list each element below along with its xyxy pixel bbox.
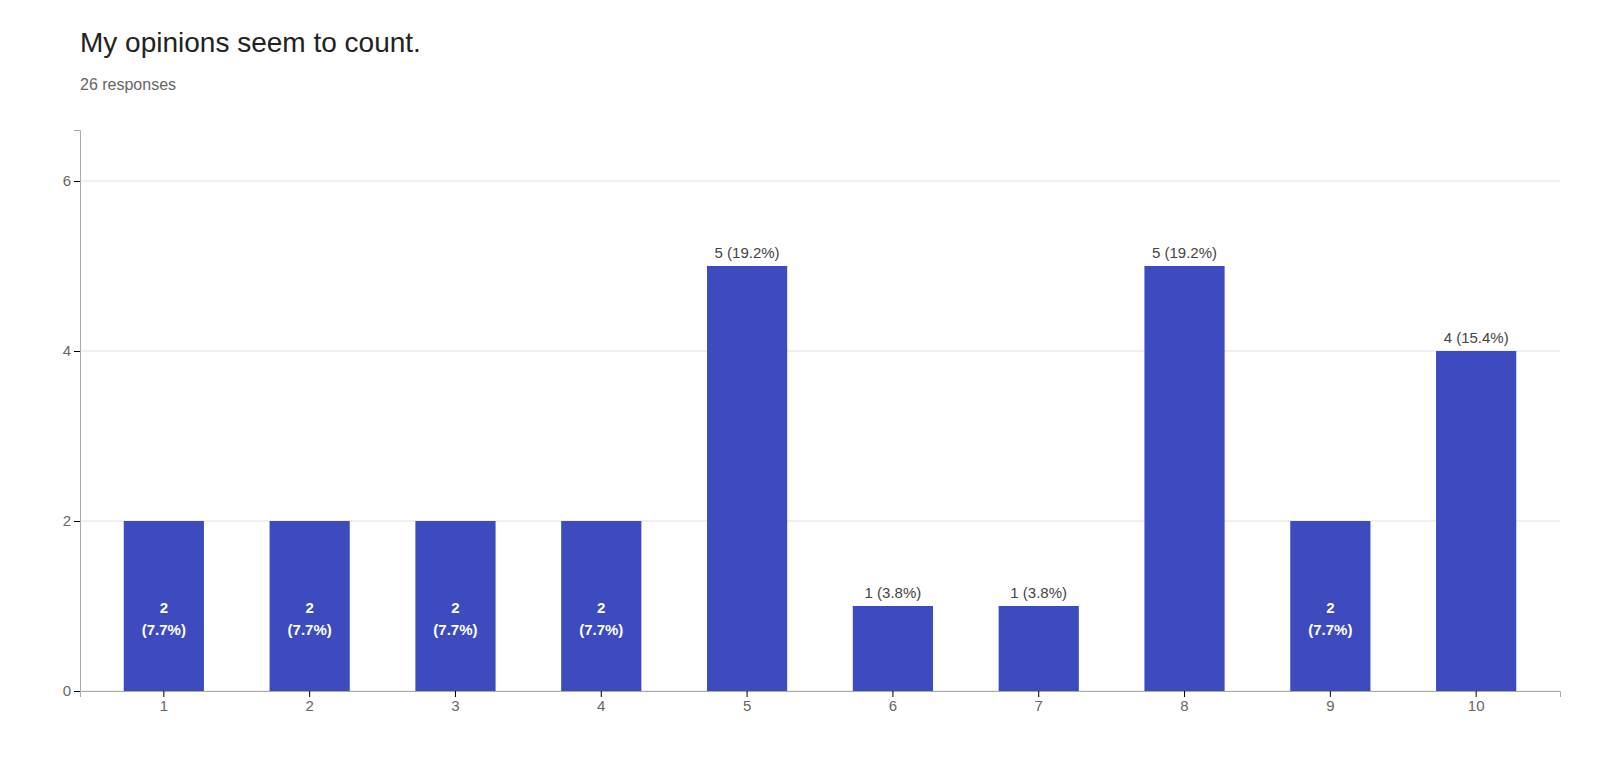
bar xyxy=(124,521,204,691)
y-tick: 4 xyxy=(63,342,80,359)
data-label: 2 (7.7%) xyxy=(1308,599,1352,638)
data-label-line: (7.7%) xyxy=(142,621,186,638)
y-tick-mark xyxy=(74,521,80,522)
bar xyxy=(1436,351,1516,691)
x-axis: 1 2 3 4 5 6 7 8 9 10 xyxy=(81,691,1561,714)
y-tick: 0 xyxy=(63,682,80,699)
y-tick-label: 6 xyxy=(63,172,71,189)
x-tick-label: 8 xyxy=(1180,697,1188,714)
y-tick-label: 4 xyxy=(63,342,71,359)
data-label-line: (7.7%) xyxy=(1308,621,1352,638)
x-tick: 3 xyxy=(451,691,459,714)
x-axis-line xyxy=(81,692,1561,698)
y-axis: 0 2 4 6 xyxy=(63,131,81,700)
data-label: 5 (19.2%) xyxy=(715,244,780,261)
x-tick: 4 xyxy=(597,691,605,714)
x-tick-label: 7 xyxy=(1035,697,1043,714)
bar xyxy=(853,606,933,691)
x-tick: 6 xyxy=(889,691,897,714)
x-tick-label: 6 xyxy=(889,697,897,714)
data-label: 2 (7.7%) xyxy=(142,599,186,638)
bar xyxy=(415,521,495,691)
data-label: 1 (3.8%) xyxy=(865,584,922,601)
grid xyxy=(80,181,1560,691)
chart: My opinions seem to count. 26 responses 0 2… xyxy=(0,0,1600,761)
bar xyxy=(1144,266,1224,691)
bar xyxy=(707,266,787,691)
y-axis-line xyxy=(74,131,81,692)
x-tick: 10 xyxy=(1468,691,1485,714)
bar xyxy=(999,606,1079,691)
data-labels: 2 (7.7%) 2 (7.7%) 2 (7.7%) 2 (7.7%) 5 (19.2%) 1 (… xyxy=(142,244,1509,638)
data-label-line: 2 xyxy=(451,599,459,616)
y-tick-mark xyxy=(74,351,80,352)
data-label-line: (7.7%) xyxy=(433,621,477,638)
data-label-line: 2 xyxy=(160,599,168,616)
data-label-line: 2 xyxy=(1326,599,1334,616)
x-tick: 7 xyxy=(1035,691,1043,714)
x-tick-label: 5 xyxy=(743,697,751,714)
x-tick: 9 xyxy=(1326,691,1334,714)
data-label-line: (7.7%) xyxy=(579,621,623,638)
subtitle: 26 responses xyxy=(80,76,176,93)
y-tick: 6 xyxy=(63,172,80,189)
grid-line xyxy=(80,351,1560,352)
x-tick-label: 1 xyxy=(160,697,168,714)
data-label: 2 (7.7%) xyxy=(433,599,477,638)
data-label-line: 2 xyxy=(305,599,313,616)
x-tick: 5 xyxy=(743,691,751,714)
bar xyxy=(270,521,350,691)
x-tick-label: 10 xyxy=(1468,697,1485,714)
y-tick-label: 2 xyxy=(63,512,71,529)
x-tick-label: 2 xyxy=(305,697,313,714)
y-tick-label: 0 xyxy=(63,682,71,699)
data-label-line: 2 xyxy=(597,599,605,616)
data-label: 5 (19.2%) xyxy=(1152,244,1217,261)
y-tick-mark xyxy=(74,691,80,692)
y-tick: 2 xyxy=(63,512,80,529)
data-label: 2 (7.7%) xyxy=(288,599,332,638)
x-tick: 1 xyxy=(160,691,168,714)
x-tick-label: 4 xyxy=(597,697,605,714)
data-label: 2 (7.7%) xyxy=(579,599,623,638)
y-tick-mark xyxy=(74,181,80,182)
bars xyxy=(124,266,1517,691)
title: My opinions seem to count. xyxy=(80,27,421,58)
data-label: 4 (15.4%) xyxy=(1444,329,1509,346)
bar xyxy=(1290,521,1370,691)
data-label-line: (7.7%) xyxy=(288,621,332,638)
x-tick-label: 3 xyxy=(451,697,459,714)
bar xyxy=(561,521,641,691)
x-tick-label: 9 xyxy=(1326,697,1334,714)
x-tick: 2 xyxy=(305,691,313,714)
data-label: 1 (3.8%) xyxy=(1010,584,1067,601)
grid-line xyxy=(80,181,1560,182)
x-tick: 8 xyxy=(1180,691,1188,714)
